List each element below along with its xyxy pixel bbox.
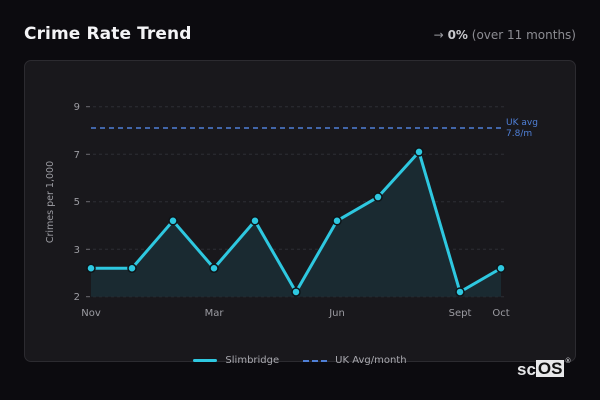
scos-logo: sc OS ® [517, 358, 571, 380]
y-tick-label: 3 [74, 245, 80, 256]
x-tick-label: Oct [492, 308, 509, 319]
registered-mark: ® [565, 358, 571, 365]
logo-text-os: OS [535, 359, 565, 378]
legend-label-slimbridge: Slimbridge [225, 355, 280, 366]
data-point-marker[interactable] [414, 147, 424, 157]
uk-average-label-2: 7.8/m [506, 129, 532, 139]
legend-swatch-dashed [303, 359, 328, 362]
data-point-marker[interactable] [373, 192, 383, 202]
data-point-marker[interactable] [496, 263, 506, 274]
y-axis: 2 3 5 7 9 [74, 102, 90, 303]
logo-text-sc: sc [517, 360, 536, 379]
y-tick-label: 7 [74, 150, 80, 161]
y-axis-title: Crimes per 1,000 [45, 161, 56, 243]
series-markers [86, 147, 506, 297]
uk-average-label-1: UK avg [506, 118, 538, 128]
trend-summary: → 0% (over 11 months) [434, 28, 576, 42]
page-title: Crime Rate Trend [24, 24, 192, 44]
y-tick-label: 5 [74, 197, 80, 208]
data-point-marker[interactable] [332, 216, 342, 226]
x-tick-label: Mar [205, 308, 225, 319]
trend-percent: 0% [447, 28, 468, 42]
x-axis: Nov Mar Jun Sept Oct [81, 308, 509, 319]
y-tick-label: 2 [74, 292, 80, 303]
arrow-right-icon: → [433, 28, 444, 42]
legend-swatch-solid [193, 359, 218, 362]
x-tick-label: Jun [328, 308, 345, 319]
x-tick-label: Sept [449, 308, 472, 319]
legend-item-uk-avg[interactable]: UK Avg/month [303, 355, 407, 366]
trend-period: (over 11 months) [471, 28, 576, 42]
y-tick-label: 9 [74, 102, 80, 113]
data-point-marker[interactable] [168, 216, 178, 226]
data-point-marker[interactable] [291, 287, 301, 297]
chart-card [24, 60, 576, 362]
legend-item-slimbridge[interactable]: Slimbridge [193, 355, 279, 366]
data-point-marker[interactable] [455, 287, 465, 297]
series-area-fill [91, 151, 501, 297]
legend-label-uk-avg: UK Avg/month [335, 355, 407, 366]
x-tick-label: Nov [81, 308, 101, 319]
data-point-marker[interactable] [209, 263, 219, 274]
data-point-marker[interactable] [86, 263, 96, 274]
legend: Slimbridge UK Avg/month [0, 355, 600, 366]
data-point-marker[interactable] [127, 263, 137, 274]
data-point-marker[interactable] [250, 216, 260, 226]
